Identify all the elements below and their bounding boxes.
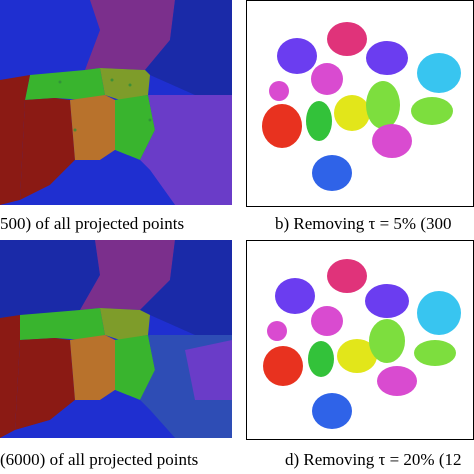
cluster-panel-b [246,0,474,207]
cluster-map-d [263,259,461,429]
voronoi-panel-c [0,240,232,438]
cluster-map-b [262,22,461,191]
caption-b: b) Removing τ = 5% (300 [275,214,452,233]
cluster-panel-d [246,240,474,440]
voronoi-map-a [0,0,232,205]
caption-d: d) Removing τ = 20% (12 [285,450,462,469]
caption-c: (6000) of all projected points [0,450,199,469]
caption-a: 500) of all projected points [0,214,185,233]
voronoi-panel-a [0,0,232,205]
voronoi-map-c [0,240,232,438]
